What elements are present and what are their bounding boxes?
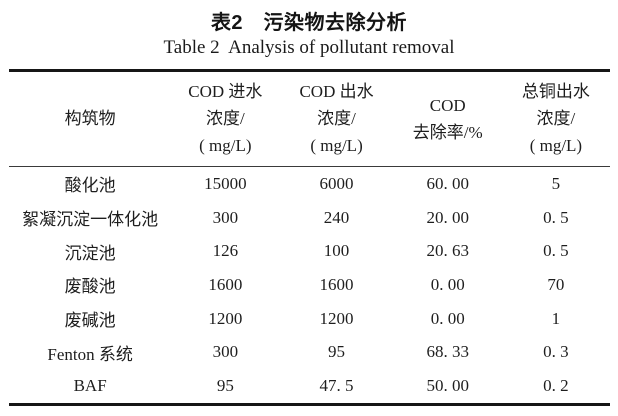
cell-cod-removal: 20. 00	[426, 207, 469, 227]
cell-cod-influent: 1200	[208, 308, 243, 328]
header-line: 构筑物	[64, 109, 116, 128]
cell-cod-removal: 50. 00	[426, 375, 469, 395]
table-title-en: Table 2 Analysis of pollutant removal	[163, 37, 455, 58]
cell-cod-removal: 60. 00	[426, 173, 469, 193]
cell-copper-effluent: 1	[551, 308, 561, 328]
cell-structure: Fenton 系统	[47, 344, 133, 364]
cell-copper-effluent: 0. 3	[543, 342, 569, 362]
column-header-cod-removal-rate: COD 去除率/%	[393, 72, 502, 167]
table-row: Fenton 系统 300 95 68. 33 0. 3	[9, 335, 610, 369]
header-line: ( mg/L)	[529, 136, 583, 155]
cell-cod-influent: 126	[212, 241, 239, 261]
cell-cod-removal: 20. 63	[426, 241, 469, 261]
cell-cod-removal: 0. 00	[430, 274, 465, 294]
column-header-structure: 构筑物	[9, 72, 172, 167]
cell-structure: 絮凝沉淀一体化池	[22, 210, 159, 230]
header-line: ( mg/L)	[199, 136, 252, 155]
cell-structure: 废碱池	[64, 311, 116, 331]
cell-cod-influent: 95	[216, 375, 234, 395]
cell-copper-effluent: 0. 5	[543, 241, 569, 261]
column-header-cod-effluent: COD 出水 浓度/ ( mg/L)	[279, 72, 394, 167]
table-row: 沉淀池 126 100 20. 63 0. 5	[9, 234, 610, 268]
cell-copper-effluent: 0. 2	[543, 375, 569, 395]
header-line: COD 进水	[188, 82, 263, 101]
cell-cod-influent: 15000	[204, 173, 247, 193]
cell-cod-effluent: 47. 5	[319, 375, 354, 395]
table-title-zh: 表2 污染物去除分析	[210, 12, 408, 34]
table-row: 酸化池 15000 6000 60. 00 5	[9, 167, 610, 201]
header-line: COD	[429, 95, 466, 115]
cell-cod-influent: 300	[212, 342, 239, 362]
cell-cod-effluent: 95	[328, 342, 346, 362]
header-row: 构筑物 COD 进水 浓度/ ( mg/L) COD 出水 浓度/ ( mg/L…	[9, 72, 610, 167]
table-row: 絮凝沉淀一体化池 300 240 20. 00 0. 5	[9, 201, 610, 235]
table-row: 废酸池 1600 1600 0. 00 70	[9, 268, 610, 302]
column-header-cod-influent: COD 进水 浓度/ ( mg/L)	[171, 72, 280, 167]
cell-copper-effluent: 70	[547, 274, 565, 294]
header-line: COD 出水	[299, 82, 374, 101]
cell-cod-effluent: 1200	[319, 308, 354, 328]
table-body: 酸化池 15000 6000 60. 00 5 絮凝沉淀一体化池 300 240…	[9, 167, 610, 403]
table-row: 废碱池 1200 1200 0. 00 1	[9, 302, 610, 336]
header-line: 浓度/	[205, 109, 245, 128]
cell-cod-effluent: 240	[323, 207, 350, 227]
cell-cod-influent: 1600	[208, 274, 243, 294]
header-line: 浓度/	[536, 109, 576, 128]
cell-copper-effluent: 0. 5	[543, 207, 569, 227]
cell-copper-effluent: 5	[551, 173, 561, 193]
cell-structure: 酸化池	[64, 176, 116, 196]
cell-cod-influent: 300	[212, 207, 239, 227]
cell-cod-effluent: 1600	[319, 274, 354, 294]
cell-cod-effluent: 6000	[319, 173, 354, 193]
cell-structure: 沉淀池	[64, 243, 116, 263]
cell-cod-effluent: 100	[323, 241, 350, 261]
header-line: ( mg/L)	[310, 136, 363, 155]
header-line: 总铜出水	[521, 82, 590, 101]
header-line: 去除率/%	[412, 122, 483, 142]
column-header-copper-effluent: 总铜出水 浓度/ ( mg/L)	[501, 72, 610, 167]
table-header: 构筑物 COD 进水 浓度/ ( mg/L) COD 出水 浓度/ ( mg/L…	[9, 72, 610, 167]
cell-structure: 废酸池	[64, 277, 116, 297]
pollutant-removal-table: 构筑物 COD 进水 浓度/ ( mg/L) COD 出水 浓度/ ( mg/L…	[9, 69, 610, 406]
data-table: 构筑物 COD 进水 浓度/ ( mg/L) COD 出水 浓度/ ( mg/L…	[9, 72, 610, 403]
cell-structure: BAF	[73, 375, 107, 395]
header-line: 浓度/	[317, 109, 356, 128]
cell-cod-removal: 68. 33	[426, 342, 469, 362]
cell-cod-removal: 0. 00	[430, 308, 465, 328]
table-row: BAF 95 47. 5 50. 00 0. 2	[9, 369, 610, 403]
